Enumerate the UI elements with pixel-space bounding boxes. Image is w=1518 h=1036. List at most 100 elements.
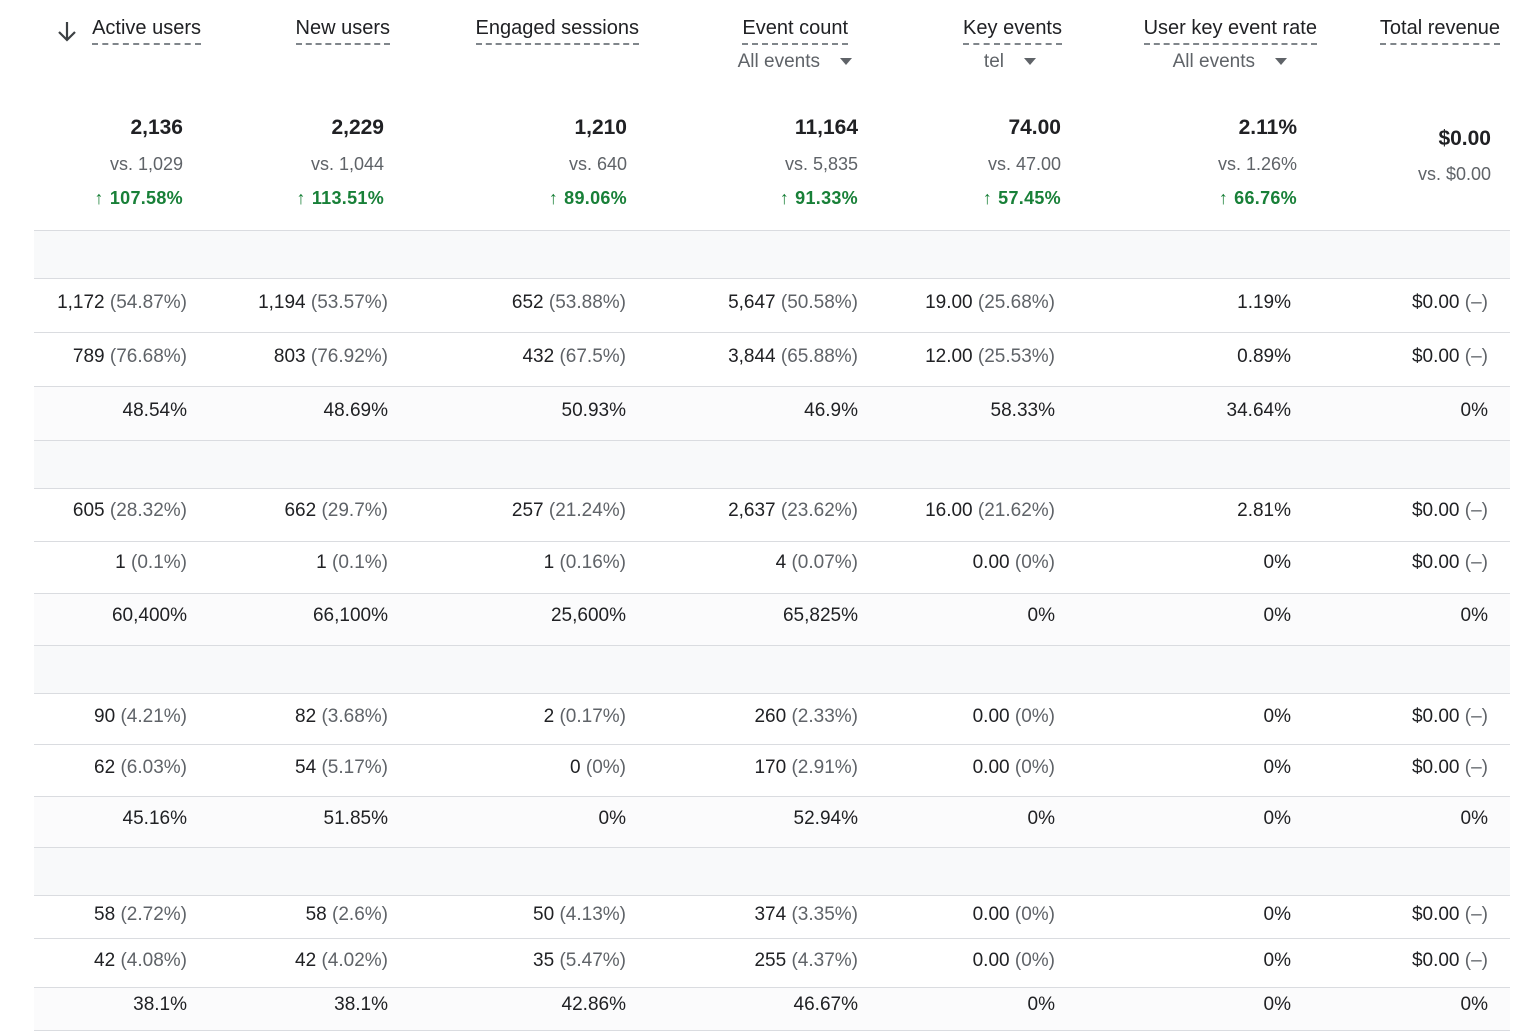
cell-share: (0.17%) [559,706,626,727]
column-filter-dropdown-user-key-event-rate[interactable]: All events [1173,48,1287,76]
caret-down-icon [1024,58,1036,66]
table-cell: 2.81% [1237,500,1291,522]
table-cell: 58 (2.6%) [306,904,388,926]
table-cell: 1 (0.1%) [316,552,388,574]
cell-value: 46.9% [804,400,858,421]
column-filter-dropdown-key-events[interactable]: tel [984,48,1036,76]
table-cell: 0% [599,808,626,830]
table-cell: 52.94% [794,808,858,830]
table-cell: 255 (4.37%) [754,950,858,972]
column-header-event-count[interactable]: Event count [742,14,848,45]
cell-value: 0.00 [972,706,1010,727]
cell-value: 789 [72,346,105,367]
table-cell: 65,825% [783,605,858,627]
change-value: 113.51% [311,188,384,208]
cell-share: (0%) [585,757,626,778]
column-header-user-key-event-rate[interactable]: User key event rate [1143,14,1317,45]
cell-value: 25,600% [550,605,626,626]
table-cell: 0% [1264,605,1291,627]
table-cell: 1,172 (54.87%) [57,292,187,314]
cell-share: (4.13%) [559,904,626,925]
table-cell: 2,637 (23.62%) [728,500,858,522]
cell-share: (4.37%) [791,950,858,971]
table-cell: $0.00 (–) [1412,346,1488,368]
column-header-new-users[interactable]: New users [295,14,390,45]
table-cell: 48.69% [324,400,388,422]
cell-value: 90 [94,706,116,727]
cell-value: 255 [754,950,787,971]
table-cell: 0% [1028,994,1055,1016]
table-cell: 0% [1461,605,1488,627]
column-header-engaged-sessions[interactable]: Engaged sessions [475,14,639,45]
table-cell: 19.00 (25.68%) [925,292,1055,314]
table-cell: 54 (5.17%) [295,757,388,779]
column-header-total-revenue[interactable]: Total revenue [1379,14,1500,45]
cell-share: (25.68%) [977,292,1055,313]
table-cell: 0.00 (0%) [973,552,1055,574]
cell-value: 16.00 [925,500,973,521]
table-cell: 51.85% [324,808,388,830]
cell-value: 0 [570,757,581,778]
cell-value: 66,100% [312,605,388,626]
cell-share: (28.32%) [109,500,187,521]
cell-value: 5,647 [728,292,776,313]
table-cell: 3,844 (65.88%) [728,346,858,368]
table-cell: 60,400% [112,605,187,627]
row-divider [34,645,1510,646]
table-cell: 2 (0.17%) [544,706,626,728]
table-cell: 5,647 (50.58%) [728,292,858,314]
table-cell: 0% [1264,904,1291,926]
metric-total-user-key-event-rate: 2.11% [1238,116,1297,139]
table-cell: 12.00 (25.53%) [925,346,1055,368]
cell-value: 605 [72,500,105,521]
cell-value: 0% [1263,904,1291,925]
row-divider [34,796,1510,797]
table-cell: 62 (6.03%) [94,757,187,779]
table-cell: 1,194 (53.57%) [258,292,388,314]
cell-value: 0% [1263,757,1291,778]
cell-share: (–) [1464,346,1488,367]
column-header-active-users[interactable]: Active users [92,14,201,45]
group-header-row[interactable] [34,230,1510,278]
cell-value: $0.00 [1411,552,1460,573]
table-cell: 90 (4.21%) [94,706,187,728]
cell-share: (21.24%) [548,500,626,521]
change-value: 66.76% [1234,188,1297,208]
column-filter-dropdown-event-count[interactable]: All events [738,48,852,76]
column-header-key-events[interactable]: Key events [963,14,1062,45]
sort-descending-icon[interactable] [56,20,78,44]
change-row-background [34,988,1510,1030]
table-cell: 46.9% [804,400,858,422]
table-cell: 0% [1264,950,1291,972]
cell-value: 0% [598,808,626,829]
cell-value: 1,194 [258,292,306,313]
cell-value: 0% [1027,994,1055,1015]
cell-share: (0.1%) [332,552,388,573]
cell-value: 0.00 [972,950,1010,971]
change-value: 91.33% [795,188,858,208]
metric-change-engaged-sessions: ↑ 89.06% [549,188,627,209]
cell-share: (53.57%) [310,292,388,313]
cell-value: 82 [295,706,317,727]
table-cell: 82 (3.68%) [295,706,388,728]
cell-value: 42 [295,950,317,971]
row-divider [34,1030,1510,1031]
group-header-row[interactable] [34,848,1510,895]
table-cell: 50.93% [562,400,626,422]
table-cell: 0% [1028,808,1055,830]
cell-share: (4.02%) [321,950,388,971]
metric-change-active-users: ↑ 107.58% [95,188,183,209]
metric-comparison-active-users: vs. 1,029 [109,154,183,174]
change-row-background [34,594,1510,645]
cell-value: 34.64% [1226,400,1291,421]
cell-value: 52.94% [793,808,858,829]
table-cell: 45.16% [123,808,187,830]
metric-comparison-event-count: vs. 5,835 [784,154,858,174]
group-header-row[interactable] [34,646,1510,693]
cell-value: 46.67% [793,994,858,1015]
cell-value: 0% [1263,950,1291,971]
cell-share: (50.58%) [780,292,858,313]
table-cell: 38.1% [133,994,187,1016]
cell-share: (–) [1464,706,1488,727]
group-header-row[interactable] [34,441,1510,488]
